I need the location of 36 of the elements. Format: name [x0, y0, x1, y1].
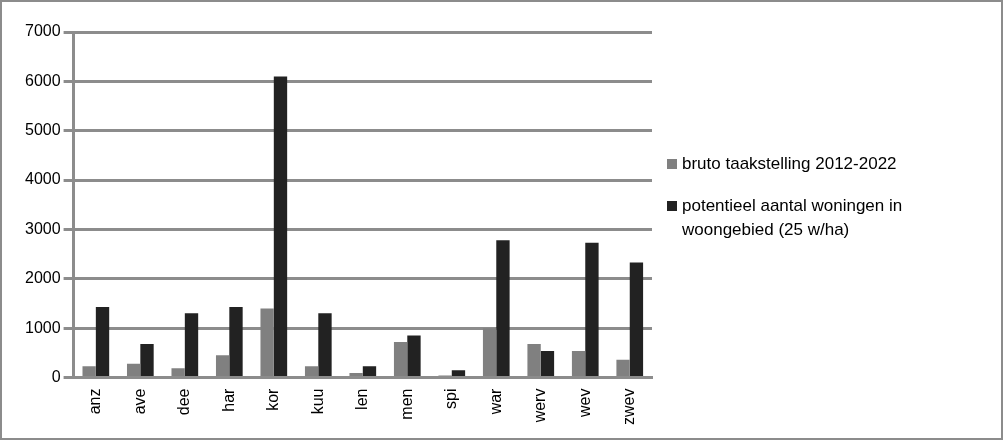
x-tick-label: men: [397, 388, 415, 420]
x-tick-label: wev: [575, 388, 593, 418]
y-tick-label: 3000: [25, 219, 61, 237]
x-tick-label: war: [486, 387, 504, 416]
y-tick-label: 0: [51, 367, 61, 385]
bar: [184, 313, 199, 377]
bar: [229, 306, 243, 377]
y-tick-label: 7000: [25, 22, 61, 40]
x-tick-label: kuu: [308, 388, 326, 415]
bar: [496, 240, 510, 377]
bar: [273, 76, 288, 377]
bar: [585, 242, 599, 377]
bar: [629, 262, 644, 377]
legend-label: bruto taakstelling 2012-2022: [682, 153, 897, 175]
bar: [95, 306, 110, 377]
x-tick-label: kor: [264, 387, 282, 411]
bar: [318, 313, 332, 377]
bar: [407, 335, 421, 377]
y-tick-label: 5000: [25, 121, 61, 139]
y-tick-label: 1000: [25, 318, 61, 336]
y-tick-label: 6000: [25, 71, 61, 89]
x-tick-label: spi: [442, 388, 460, 409]
y-tick-label: 4000: [25, 170, 61, 188]
bar: [362, 366, 377, 377]
y-tick-label: 2000: [25, 269, 61, 287]
bar: [140, 343, 154, 377]
x-tick-label: zwev: [620, 388, 638, 425]
x-tick-label: len: [353, 388, 371, 410]
x-tick-label: ave: [130, 388, 148, 415]
x-tick-label: har: [219, 387, 237, 412]
x-tick-label: dee: [175, 388, 193, 416]
bar: [451, 370, 466, 377]
bar: [540, 350, 555, 377]
legend-label: potentieel aantal woningen in woongebied (25 w/ha): [682, 195, 904, 241]
x-tick-label: anz: [86, 388, 104, 415]
x-tick-label: werv: [531, 388, 549, 424]
